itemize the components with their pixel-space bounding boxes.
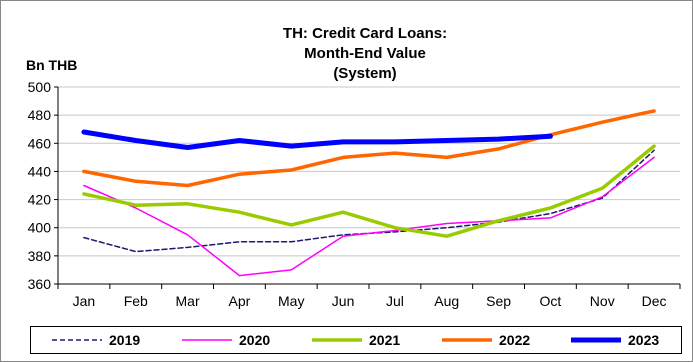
y-tick-label: 360 — [28, 276, 52, 292]
y-tick-label: 380 — [28, 248, 52, 264]
x-tick-label-oct: Oct — [540, 293, 562, 309]
x-tick-label-apr: Apr — [229, 293, 251, 309]
y-axis-unit-label: Bn THB — [26, 57, 77, 73]
series-line-2020 — [83, 156, 655, 277]
x-tick-label-mar: Mar — [176, 293, 200, 309]
chart-title-line-1: TH: Credit Card Loans: — [283, 25, 447, 42]
x-tick-label-feb: Feb — [124, 293, 148, 309]
legend-label-2023: 2023 — [628, 332, 659, 348]
series-lines — [81, 109, 656, 277]
x-tick-labels: Jan Feb Mar Apr May Jun Jul Aug Sep Oct Nov Dec — [73, 293, 667, 309]
chart-title-line-3: (System) — [333, 65, 396, 82]
x-tick-label-sep: Sep — [486, 293, 511, 309]
x-tick-label-jun: Jun — [332, 293, 355, 309]
x-tick-label-jul: Jul — [386, 293, 404, 309]
series-line-2023 — [81, 129, 553, 150]
x-tick-label-nov: Nov — [590, 293, 615, 309]
legend-label-2021: 2021 — [369, 332, 400, 348]
legend-label-2020: 2020 — [239, 332, 270, 348]
x-tick-label-may: May — [278, 293, 304, 309]
y-tick-label: 440 — [28, 163, 52, 179]
series-line-2021 — [82, 144, 656, 238]
x-tick-label-jan: Jan — [73, 293, 96, 309]
x-tick-label-aug: Aug — [434, 293, 459, 309]
legend: 2019 2020 2021 2022 2023 — [52, 332, 659, 348]
y-tick-label: 480 — [28, 107, 52, 123]
y-tick-label: 460 — [28, 135, 52, 151]
legend-label-2022: 2022 — [499, 332, 530, 348]
chart-title-line-2: Month-End Value — [304, 45, 426, 62]
legend-label-2019: 2019 — [109, 332, 140, 348]
y-tick-label: 400 — [28, 220, 52, 236]
axes — [54, 86, 681, 289]
series-line-2022 — [82, 109, 656, 188]
y-tick-labels: 360 380 400 420 440 460 480 500 — [28, 79, 52, 292]
y-tick-label: 500 — [28, 79, 52, 95]
x-tick-label-dec: Dec — [642, 293, 667, 309]
y-tick-label: 420 — [28, 192, 52, 208]
